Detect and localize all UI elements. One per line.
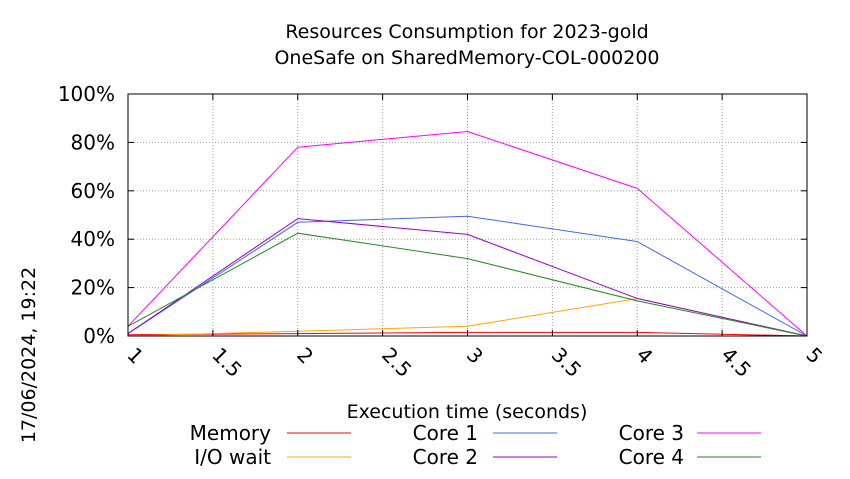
series-lines (127, 130, 808, 337)
y-tick-label: 0% (83, 324, 115, 348)
legend-label-i-o-wait: I/O wait (194, 445, 271, 469)
y-tick-label: 20% (71, 276, 115, 300)
legend-label-core-1: Core 1 (413, 421, 478, 445)
series-line-core-3 (127, 130, 808, 337)
x-tick-label: 3.5 (547, 343, 586, 382)
y-tick-label: 100% (58, 82, 115, 106)
y-tick-label: 60% (71, 179, 115, 203)
x-tick-label: 2.5 (377, 343, 416, 382)
chart-title-line-2: OneSafe on SharedMemory-COL-000200 (274, 47, 659, 69)
legend-label-memory: Memory (190, 421, 272, 445)
timestamp-label: 17/06/2024, 19:22 (18, 267, 40, 443)
x-tick-label: 1 (122, 343, 148, 369)
x-tick-label: 2 (292, 343, 318, 369)
series-line-core-2 (127, 218, 808, 337)
x-tick-label: 4 (632, 343, 658, 369)
y-tick-label: 40% (71, 227, 115, 251)
x-tick-label: 1.5 (207, 343, 246, 382)
x-tick-label: 5 (801, 343, 827, 369)
x-tick-label: 4.5 (717, 343, 756, 382)
series-line-core-1 (127, 215, 808, 337)
legend-label-core-4: Core 4 (619, 445, 684, 469)
series-line-core-4 (127, 232, 808, 337)
x-axis-label: Execution time (seconds) (347, 401, 588, 423)
chart-title-line-1: Resources Consumption for 2023-gold (285, 21, 648, 43)
y-tick-label: 80% (71, 130, 115, 154)
legend-label-core-2: Core 2 (413, 445, 478, 469)
grid (128, 94, 807, 336)
x-tick-label: 3 (462, 343, 488, 369)
legend-label-core-3: Core 3 (619, 421, 684, 445)
